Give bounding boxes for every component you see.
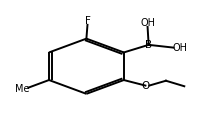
Text: Me: Me (15, 84, 30, 94)
Text: F: F (84, 16, 91, 26)
Text: OH: OH (172, 43, 187, 53)
Text: OH: OH (140, 18, 155, 28)
Text: O: O (141, 81, 149, 91)
Text: B: B (145, 40, 152, 50)
